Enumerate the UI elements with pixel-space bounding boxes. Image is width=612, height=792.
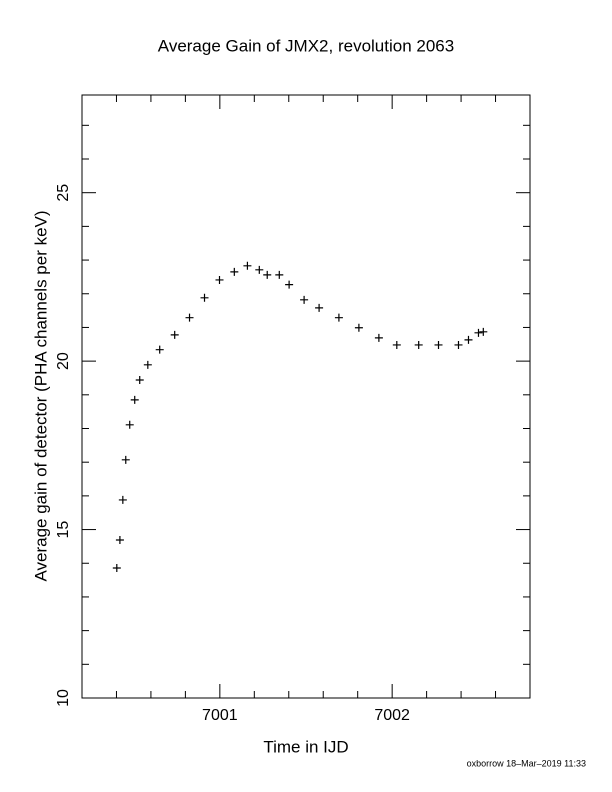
data-point — [334, 313, 343, 322]
y-tick-label: 20 — [55, 352, 72, 370]
data-point — [315, 303, 324, 312]
data-point — [414, 340, 423, 349]
plot-frame — [81, 94, 531, 699]
data-point — [275, 270, 284, 279]
data-point — [374, 333, 383, 342]
chart-title: Average Gain of JMX2, revolution 2063 — [158, 36, 454, 55]
data-point — [200, 293, 209, 302]
data-point — [230, 267, 239, 276]
data-point — [263, 270, 272, 279]
data-point — [300, 295, 309, 304]
data-point — [243, 261, 252, 270]
data-point — [118, 495, 127, 504]
data-point — [170, 330, 179, 339]
y-tick-label: 25 — [55, 184, 72, 202]
data-point — [392, 340, 401, 349]
x-tick-label: 7002 — [374, 707, 410, 724]
data-point — [125, 420, 134, 429]
data-point — [155, 345, 164, 354]
data-point — [434, 340, 443, 349]
data-point — [479, 327, 488, 336]
y-axis-label: Average gain of detector (PHA channels p… — [31, 210, 50, 581]
y-tick-label: 15 — [55, 521, 72, 539]
y-tick-label: 10 — [55, 689, 72, 707]
data-point — [464, 335, 473, 344]
data-point — [285, 280, 294, 289]
data-point — [135, 375, 144, 384]
data-point — [121, 455, 130, 464]
data-point — [130, 395, 139, 404]
data-point — [143, 360, 152, 369]
data-point — [354, 323, 363, 332]
data-point — [215, 275, 224, 284]
data-point — [185, 313, 194, 322]
data-point — [255, 265, 264, 274]
x-axis-label: Time in IJD — [263, 737, 348, 756]
data-point — [454, 340, 463, 349]
footer: oxborrow 18–Mar–2019 11:33 — [467, 758, 586, 768]
data-point — [115, 536, 124, 545]
data-point — [474, 328, 483, 337]
x-tick-label: 7001 — [202, 707, 238, 724]
data-point — [112, 563, 121, 572]
